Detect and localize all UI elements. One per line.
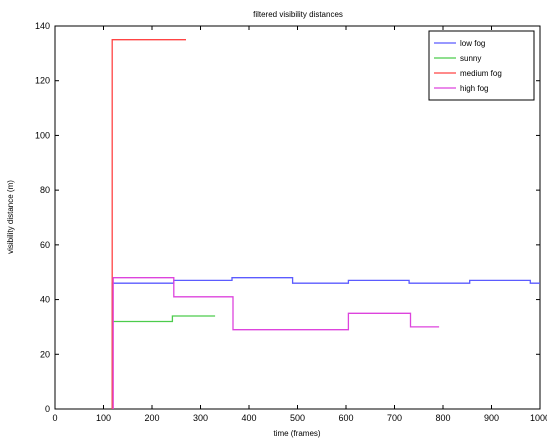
y-tick-label: 40 <box>40 295 50 305</box>
y-axis: 0 20 40 60 80 100 120 140 <box>35 21 540 414</box>
y-tick-label: 120 <box>35 76 50 86</box>
y-axis-label: visibility distance (m) <box>6 180 15 254</box>
x-tick-label: 500 <box>290 413 305 423</box>
legend-label: sunny <box>460 54 481 63</box>
y-tick-label: 80 <box>40 185 50 195</box>
x-tick-label: 900 <box>484 413 499 423</box>
legend-label: low fog <box>460 39 485 48</box>
x-tick-label: 100 <box>96 413 111 423</box>
y-tick-label: 140 <box>35 21 50 31</box>
legend: low fog sunny medium fog high fog <box>428 30 535 101</box>
y-tick-label: 20 <box>40 349 50 359</box>
legend-label: medium fog <box>460 69 502 78</box>
legend-label: high fog <box>460 84 488 93</box>
x-tick-label: 200 <box>144 413 159 423</box>
x-tick-label: 600 <box>338 413 353 423</box>
x-tick-label: 0 <box>52 413 57 423</box>
y-tick-label: 60 <box>40 240 50 250</box>
series-line-medium-fog <box>111 39 186 409</box>
x-axis-label: time (frames) <box>273 429 320 438</box>
series-lines <box>111 39 540 409</box>
series-line-high-fog <box>112 277 440 409</box>
y-tick-label: 100 <box>35 130 50 140</box>
chart-title: filtered visibility distances <box>253 10 343 19</box>
x-tick-label: 700 <box>387 413 402 423</box>
x-tick-label: 400 <box>241 413 256 423</box>
x-tick-label: 800 <box>435 413 450 423</box>
x-tick-label: 300 <box>193 413 208 423</box>
y-tick-label: 0 <box>45 404 50 414</box>
